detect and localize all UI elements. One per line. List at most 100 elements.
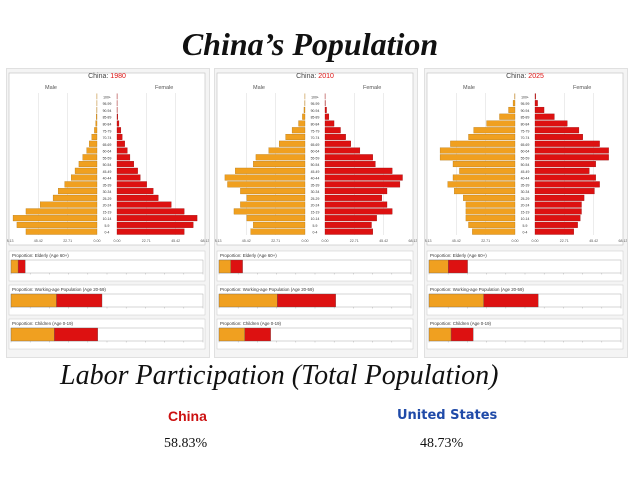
x-tick-label: 68.13 [409,239,418,243]
male-label: Male [45,85,57,91]
age-group-label: 30-34 [311,190,320,194]
age-group-label: 40-44 [521,177,530,181]
male-bar [233,208,306,215]
female-bar [116,113,118,120]
female-bar [116,221,194,228]
x-tick-label: 22.71 [481,239,490,243]
age-group-label: 15-19 [103,210,112,214]
male-bar [224,174,306,181]
female-label: Female [155,85,173,91]
female-bar [324,201,388,208]
female-bar [324,120,335,127]
age-group-label: 30-34 [521,190,530,194]
x-tick-label: 68.13 [215,239,222,243]
female-bar [116,208,185,215]
female-bar [324,174,403,181]
proportion-female-fill [17,259,26,274]
age-group-label: 65-69 [521,143,530,147]
female-bar [116,120,120,127]
male-bar [508,106,516,113]
age-group-label: 90-94 [521,109,530,113]
male-bar [74,167,98,174]
male-bar [452,161,516,168]
age-group-label: 100+ [103,95,111,99]
age-group-label: 95-99 [103,102,112,106]
female-bar [116,154,131,161]
x-tick-label: 0.00 [302,239,309,243]
x-tick-label: 45.42 [171,239,180,243]
age-group-label: 70-74 [311,136,320,140]
age-group-label: 25-29 [521,197,530,201]
proportion-title: Proportion: Elderly (Age 60+) [12,253,69,258]
pyramid-title-country: China: [296,73,318,80]
female-bar [116,167,138,174]
age-group-label: 55-59 [521,156,530,160]
age-group-label: 75-79 [103,129,112,133]
male-bar [25,228,98,235]
female-bar [324,188,388,195]
male-bar [16,221,98,228]
proportion-title: Proportion: Elderly (Age 60+) [430,253,487,258]
x-tick-label: 0.00 [512,239,519,243]
pyramid-title: China: 1980 [88,73,126,80]
proportion-title: Proportion: Working-age Population (Age … [430,287,524,292]
age-group-label: 45-49 [521,170,530,174]
age-group-label: 35-39 [103,183,112,187]
pyramid-panel-2010: China: 2010 Male Female 0-4 5-9 10-14 15-19 20-… [214,68,418,358]
age-group-label: 100+ [311,95,319,99]
female-bar [324,127,341,134]
male-bar [250,228,306,235]
x-tick-label: 45.42 [589,239,598,243]
age-group-label: 0-4 [313,231,318,235]
male-bar [472,228,516,235]
x-tick-label: 45.42 [452,239,461,243]
proportion-title: Proportion: Children (Age 0-19) [12,321,74,326]
pyramid-chart-svg: China: 1980 Male Female 0-4 5-9 10-14 15-19 20-… [7,72,210,350]
proportion-male-fill [428,293,484,308]
female-bar [534,201,582,208]
female-bar [324,208,393,215]
proportion-male-fill [10,327,55,342]
proportion-male-fill [428,259,449,274]
age-group-label: 75-79 [311,129,320,133]
male-bar [246,215,306,222]
female-bar [534,208,582,215]
x-tick-label: 45.42 [242,239,251,243]
male-bar [240,201,306,208]
female-bar [324,194,382,201]
x-tick-label: 68.13 [201,239,210,243]
pyramid-title-year: 2010 [318,73,334,80]
x-tick-label: 0.00 [322,239,329,243]
male-bar [486,120,516,127]
age-group-label: 10-14 [521,217,530,221]
male-bar [255,154,306,161]
female-bar [534,134,583,140]
pyramid-chart-svg: China: 2025 Male Female 0-4 5-9 10-14 15-19 20-… [425,72,627,350]
proportion-female-fill [54,327,98,342]
female-bar [534,161,596,168]
age-group-label: 35-39 [521,183,530,187]
age-group-label: 5-9 [313,224,318,228]
x-tick-label: 45.42 [379,239,388,243]
proportion-female-fill [277,293,336,308]
male-bar [303,106,306,113]
female-bar [324,154,373,161]
proportion-female-fill [483,293,539,308]
proportion-track [218,259,412,274]
male-bar [465,208,516,215]
male-bar [499,113,516,120]
age-group-label: 90-94 [311,109,320,113]
age-group-label: 15-19 [521,210,530,214]
female-bar [534,147,609,154]
x-tick-label: 0.00 [532,239,539,243]
male-bar [463,194,516,201]
proportion-female-fill [450,327,474,342]
male-bar [235,167,306,174]
female-bar [116,201,172,208]
age-group-label: 50-54 [103,163,112,167]
x-tick-label: 22.71 [63,239,72,243]
age-group-label: 0-4 [105,231,110,235]
age-group-label: 55-59 [311,156,320,160]
female-bar [116,228,185,235]
female-bar [534,221,578,228]
